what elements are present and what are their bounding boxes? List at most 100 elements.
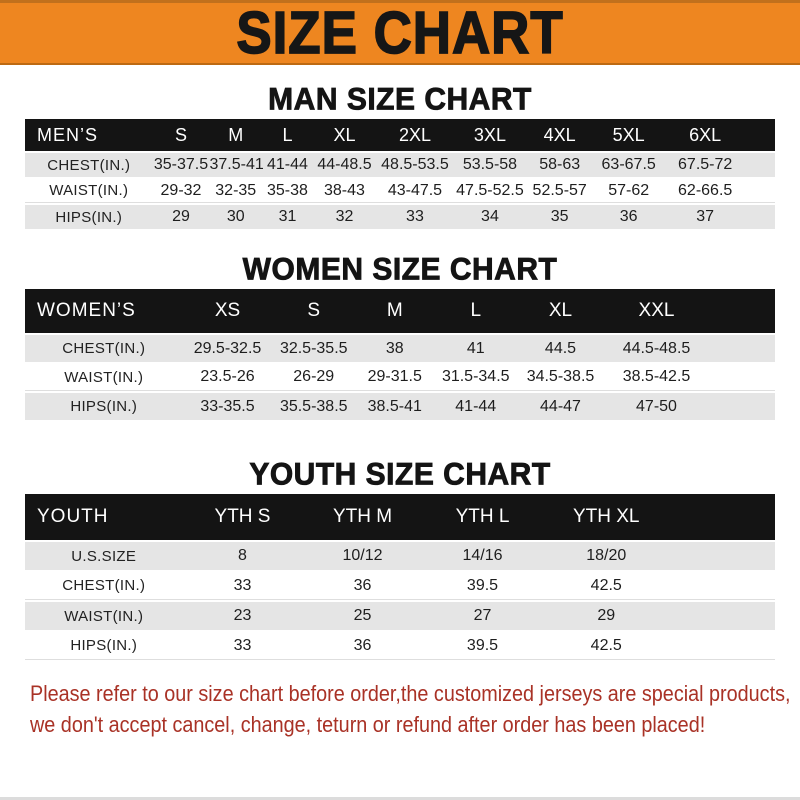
row-label: WAIST(IN.) bbox=[25, 602, 183, 630]
row-label: HIPS(IN.) bbox=[25, 205, 153, 229]
men-size-header: XL bbox=[312, 119, 376, 151]
youth-table-title: YOUTH bbox=[25, 494, 183, 540]
measure-cell: 43-47.5 bbox=[375, 179, 454, 203]
measure-cell: 57-62 bbox=[593, 179, 664, 203]
measure-cell: 23.5-26 bbox=[182, 364, 273, 391]
row-label: WAIST(IN.) bbox=[25, 179, 153, 203]
women-header-row: WOMEN’S XS S M L XL XXL bbox=[25, 289, 775, 333]
women-size-table: WOMEN’S XS S M L XL XXL CHEST(IN.) 29.5-… bbox=[25, 287, 775, 422]
youth-size-table: YOUTH YTH S YTH M YTH L YTH XL U.S.SIZE … bbox=[25, 492, 775, 662]
pad-cell bbox=[709, 393, 775, 420]
measure-cell: 34 bbox=[453, 205, 526, 229]
men-size-header: S bbox=[152, 119, 210, 151]
row-label: CHEST(IN.) bbox=[25, 335, 183, 362]
men-size-header: 5XL bbox=[593, 119, 664, 151]
row-label: CHEST(IN.) bbox=[25, 572, 183, 600]
measure-cell: 32-35 bbox=[209, 179, 262, 203]
pad-cell bbox=[670, 602, 775, 630]
measure-cell: 63-67.5 bbox=[593, 153, 664, 177]
measure-cell: 25 bbox=[302, 602, 423, 630]
measure-cell: 30 bbox=[209, 205, 262, 229]
women-hips-row: HIPS(IN.) 33-35.5 35.5-38.5 38.5-41 41-4… bbox=[25, 393, 775, 420]
pad-cell bbox=[670, 572, 775, 600]
men-size-header: M bbox=[209, 119, 262, 151]
size-chart-banner: SIZE CHART bbox=[0, 0, 800, 67]
women-waist-row: WAIST(IN.) 23.5-26 26-29 29-31.5 31.5-34… bbox=[25, 364, 775, 391]
measure-cell: 58-63 bbox=[525, 153, 594, 177]
men-header-row: MEN’S S M L XL 2XL 3XL 4XL 5XL 6XL bbox=[25, 119, 775, 151]
men-size-header: 3XL bbox=[453, 119, 526, 151]
pad-cell bbox=[746, 205, 775, 229]
measure-cell: 35.5-38.5 bbox=[272, 393, 355, 420]
men-table-title: MEN’S bbox=[25, 119, 153, 151]
measure-cell: 44-48.5 bbox=[312, 153, 376, 177]
measure-cell: 44.5 bbox=[517, 335, 604, 362]
row-label: CHEST(IN.) bbox=[25, 153, 153, 177]
measure-cell: 31.5-34.5 bbox=[434, 364, 517, 391]
measure-cell: 67.5-72 bbox=[663, 153, 747, 177]
measure-cell: 29 bbox=[542, 602, 670, 630]
measure-cell: 38-43 bbox=[312, 179, 376, 203]
women-size-header: L bbox=[434, 289, 517, 333]
measure-cell: 35 bbox=[525, 205, 594, 229]
measure-cell: 39.5 bbox=[422, 572, 543, 600]
youth-waist-row: WAIST(IN.) 23 25 27 29 bbox=[25, 602, 775, 630]
men-waist-row: WAIST(IN.) 29-32 32-35 35-38 38-43 43-47… bbox=[25, 179, 775, 203]
youth-size-header: YTH XL bbox=[542, 494, 670, 540]
measure-cell: 41-44 bbox=[434, 393, 517, 420]
measure-cell: 14/16 bbox=[422, 542, 543, 570]
pad-cell bbox=[746, 179, 775, 203]
measure-cell: 18/20 bbox=[542, 542, 670, 570]
measure-cell: 44.5-48.5 bbox=[604, 335, 709, 362]
measure-cell: 35-38 bbox=[261, 179, 313, 203]
measure-cell: 47.5-52.5 bbox=[453, 179, 526, 203]
measure-cell: 27 bbox=[422, 602, 543, 630]
measure-cell: 42.5 bbox=[542, 572, 670, 600]
measure-cell: 23 bbox=[182, 602, 303, 630]
men-size-header: 2XL bbox=[375, 119, 454, 151]
youth-header-row: YOUTH YTH S YTH M YTH L YTH XL bbox=[25, 494, 775, 540]
youth-ussize-row: U.S.SIZE 8 10/12 14/16 18/20 bbox=[25, 542, 775, 570]
bottom-edge-divider bbox=[0, 797, 800, 800]
youth-chest-row: CHEST(IN.) 33 36 39.5 42.5 bbox=[25, 572, 775, 600]
measure-cell: 33-35.5 bbox=[182, 393, 273, 420]
men-section-heading: MAN SIZE CHART bbox=[268, 81, 532, 118]
youth-section-heading: YOUTH SIZE CHART bbox=[249, 456, 551, 493]
measure-cell: 52.5-57 bbox=[525, 179, 594, 203]
measure-cell: 10/12 bbox=[302, 542, 423, 570]
measure-cell: 33 bbox=[375, 205, 454, 229]
row-label: HIPS(IN.) bbox=[25, 393, 183, 420]
measure-cell: 29-31.5 bbox=[355, 364, 435, 391]
measure-cell: 36 bbox=[593, 205, 664, 229]
measure-cell: 26-29 bbox=[272, 364, 355, 391]
row-label: U.S.SIZE bbox=[25, 542, 183, 570]
order-notice: Please refer to our size chart before or… bbox=[30, 678, 790, 740]
youth-size-header: YTH L bbox=[422, 494, 543, 540]
women-chest-row: CHEST(IN.) 29.5-32.5 32.5-35.5 38 41 44.… bbox=[25, 335, 775, 362]
measure-cell: 34.5-38.5 bbox=[517, 364, 604, 391]
measure-cell: 62-66.5 bbox=[663, 179, 747, 203]
measure-cell: 41-44 bbox=[261, 153, 313, 177]
measure-cell: 37 bbox=[663, 205, 747, 229]
measure-cell: 33 bbox=[182, 632, 303, 660]
pad-cell bbox=[709, 335, 775, 362]
pad-cell bbox=[670, 632, 775, 660]
notice-line-2: we don't accept cancel, change, teturn o… bbox=[30, 712, 706, 737]
measure-cell: 48.5-53.5 bbox=[375, 153, 454, 177]
measure-cell: 32 bbox=[312, 205, 376, 229]
row-label: WAIST(IN.) bbox=[25, 364, 183, 391]
measure-cell: 35-37.5 bbox=[152, 153, 210, 177]
women-section-heading: WOMEN SIZE CHART bbox=[242, 251, 558, 288]
measure-cell: 47-50 bbox=[604, 393, 709, 420]
men-size-table: MEN’S S M L XL 2XL 3XL 4XL 5XL 6XL CHEST… bbox=[25, 117, 775, 231]
measure-cell: 41 bbox=[434, 335, 517, 362]
pad-cell bbox=[709, 364, 775, 391]
measure-cell: 38 bbox=[355, 335, 435, 362]
measure-cell: 36 bbox=[302, 632, 423, 660]
youth-size-header: YTH M bbox=[302, 494, 423, 540]
measure-cell: 53.5-58 bbox=[453, 153, 526, 177]
measure-cell: 31 bbox=[261, 205, 313, 229]
men-header-pad bbox=[746, 119, 775, 151]
measure-cell: 29-32 bbox=[152, 179, 210, 203]
women-size-header: M bbox=[355, 289, 435, 333]
